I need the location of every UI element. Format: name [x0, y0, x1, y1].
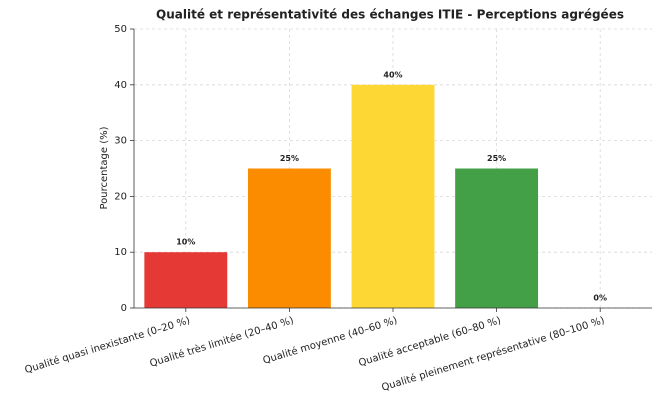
y-tick-label: 40	[114, 80, 127, 91]
bar	[144, 252, 228, 308]
bar	[351, 84, 435, 308]
y-axis-label: Pourcentage (%)	[99, 126, 110, 209]
y-tick-label: 50	[114, 24, 127, 35]
value-label: 0%	[593, 294, 607, 303]
y-tick-label: 0	[121, 303, 127, 314]
chart-title: Qualité et représentativité des échanges…	[156, 8, 624, 22]
value-label: 10%	[176, 238, 195, 247]
y-tick-label: 10	[114, 247, 127, 258]
bar	[455, 168, 539, 308]
y-tick-label: 30	[114, 136, 127, 147]
x-tick-label: Qualité quasi inexistante (0–20 %)	[23, 314, 191, 376]
value-label: 40%	[383, 70, 402, 79]
value-label: 25%	[487, 154, 506, 163]
y-tick-label: 20	[114, 191, 127, 202]
bar	[247, 168, 331, 308]
value-label: 25%	[280, 154, 299, 163]
